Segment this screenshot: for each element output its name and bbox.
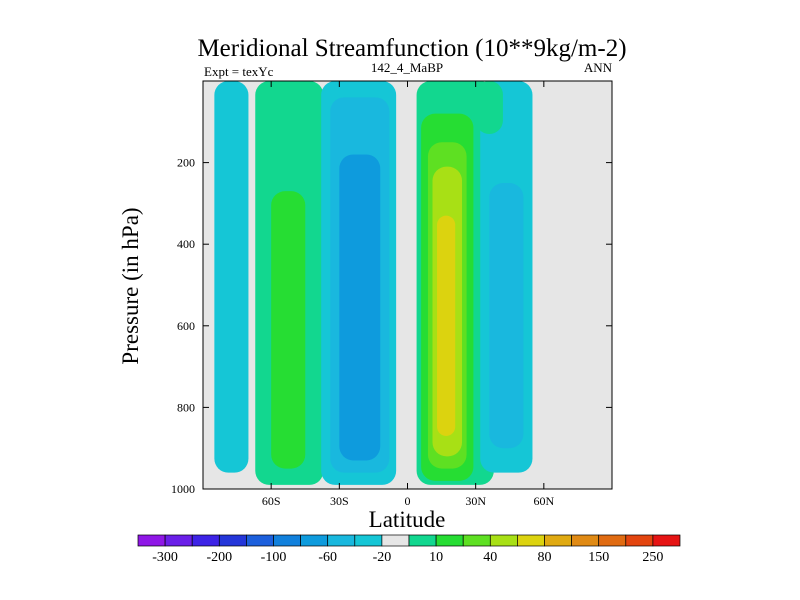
colorbar-swatch (191, 534, 220, 547)
x-axis: 60S 30S 0 30N 60N (262, 81, 554, 508)
colorbar-label: -300 (152, 550, 178, 565)
colorbar-label: -200 (206, 550, 232, 565)
contour-sh-hadley-core (339, 154, 381, 461)
colorbar-swatch (544, 534, 572, 547)
colorbar-swatch (462, 534, 491, 547)
colorbar-swatch (273, 534, 301, 547)
y-tick-label: 200 (177, 156, 195, 170)
colorbar-swatch (652, 534, 681, 547)
y-tick-label: 800 (177, 400, 195, 414)
contour-nh-hadley-core (437, 215, 456, 436)
colorbar: -300 -200 -100 -60 -20 10 40 80 150 250 (137, 534, 681, 565)
colorbar-swatch (300, 534, 329, 547)
colorbar-swatch (354, 534, 383, 547)
colorbar-swatch (598, 534, 627, 547)
colorbar-swatch (408, 534, 437, 547)
colorbar-swatch (489, 534, 518, 547)
colorbar-swatch (381, 534, 410, 547)
colorbar-swatch (435, 534, 464, 547)
contour-sh-polar-weak-negative (214, 81, 249, 473)
colorbar-swatch (517, 534, 545, 547)
y-axis: 200 400 600 800 1000 (171, 156, 612, 496)
y-axis-label: Pressure (in hPa) (118, 207, 143, 364)
colorbar-label: 10 (429, 550, 443, 565)
colorbar-swatch (571, 534, 600, 547)
colorbar-swatch (246, 534, 274, 547)
colorbar-swatch (137, 534, 166, 547)
colorbar-label: 80 (538, 550, 552, 565)
x-tick-label: 30S (330, 494, 349, 508)
x-tick-label: 60N (533, 494, 554, 508)
right-string: ANN (584, 60, 613, 75)
colorbar-swatch (218, 534, 247, 547)
colorbar-label: 40 (483, 550, 497, 565)
y-tick-label: 600 (177, 319, 195, 333)
colorbar-label: 250 (642, 550, 663, 565)
colorbar-label: -20 (373, 550, 392, 565)
colorbar-swatch (327, 534, 356, 547)
chart-title: Meridional Streamfunction (10**9kg/m-2) (197, 35, 626, 62)
contour-sh-ferrel-core (271, 191, 306, 469)
contour-nh-ferrel-core (489, 183, 524, 449)
plot-area (202, 80, 613, 490)
colorbar-label: -100 (261, 550, 287, 565)
x-tick-label: 0 (405, 494, 411, 508)
left-string: Expt = texYc (204, 64, 274, 79)
x-tick-label: 60S (262, 494, 281, 508)
y-tick-label: 1000 (171, 482, 195, 496)
x-tick-label: 30N (465, 494, 486, 508)
colorbar-label: 150 (588, 550, 609, 565)
x-axis-label: Latitude (369, 507, 446, 532)
colorbar-label: -60 (318, 550, 337, 565)
contour-nh-polar-weak-positive (475, 81, 503, 135)
y-tick-label: 400 (177, 237, 195, 251)
colorbar-swatch (625, 534, 654, 547)
colorbar-swatch (164, 534, 193, 547)
center-string: 142_4_MaBP (371, 60, 443, 75)
